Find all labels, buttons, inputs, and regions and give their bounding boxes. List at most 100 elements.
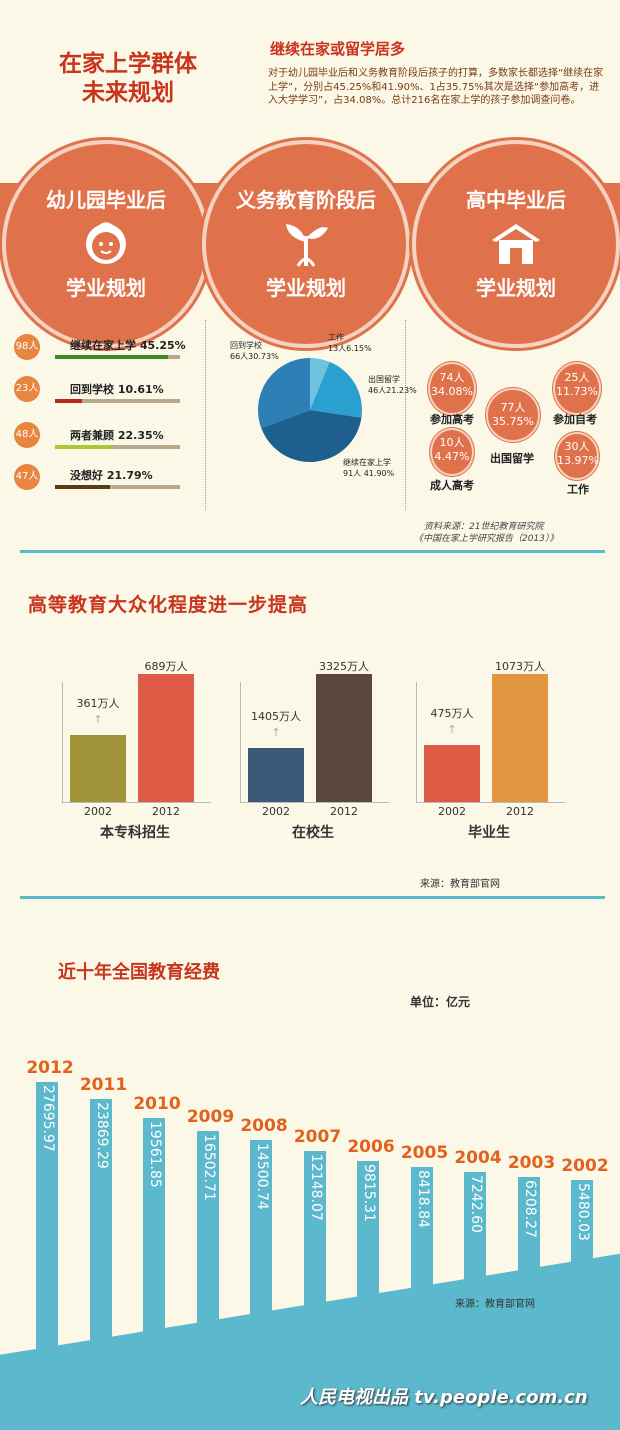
bubble-label: 参加高考 [430,413,474,426]
circle-bottom-label: 学业规划 [476,276,556,300]
expenditure-bar [143,1117,165,1338]
bubble-label: 参加自考 [553,413,597,426]
bubble-pct: 4.47% [434,450,470,463]
pie-label-name: 回到学校 [230,341,262,350]
bubble-pct: 11.73% [556,385,598,398]
pie-slice [310,361,363,418]
value-label: 19561.85 [147,1120,163,1188]
category-label: 在校生 [292,825,334,841]
panel-graduates [416,682,565,803]
pie-slice [261,410,362,462]
pie-label-name: 出国留学 [368,375,400,384]
up-arrow-icon: ↑ [447,723,457,737]
year-label: 2005 [400,1143,449,1164]
expenditure-bar [357,1160,379,1304]
divider [205,320,206,510]
bar-value-label: 689万人 [144,660,188,673]
count-badge: 48人 [14,422,40,448]
bar-label: 没想好 21.79% [70,469,153,482]
value-label: 23869.29 [93,1101,110,1169]
bar-track [55,445,180,449]
expenditure-bar [464,1172,486,1287]
pie-label-name: 工作 [328,333,344,342]
expenditure-bar [89,1098,112,1347]
bar-label: 两者兼顾 22.35% [70,429,164,442]
sprout-icon [286,224,328,267]
circle-top-label: 幼儿园毕业后 [46,188,166,212]
bar-value-label: 475万人 [430,707,474,721]
source-line1: 资料来源：21世纪教育研究院 [424,522,544,532]
year-label: 2004 [454,1148,502,1169]
pie-label-value: 46人21.23% [368,386,417,395]
value-label: 16502.71 [200,1134,217,1202]
value-label: 14500.74 [254,1143,270,1211]
source-exp: 来源：教育部官网 [455,1299,535,1310]
bar-fill [55,399,82,403]
bubble-zikao: 25人 11.73% [553,362,601,415]
bubble-pct: 13.97% [557,454,599,467]
year-label: 2002 [84,805,112,818]
year-label: 2011 [79,1074,128,1095]
expenditure-bar [250,1140,272,1321]
bar-label: 回到学校 10.61% [70,383,164,396]
bar [316,674,372,802]
section-divider [20,896,605,899]
bar-value-label: 1073万人 [495,660,545,673]
expenditure-bar [36,1082,58,1356]
bubble-label: 出国留学 [490,452,534,465]
panel-students [240,682,389,803]
bubble-gaokao: 74人 34.08% [428,362,476,415]
expenditure-bar [303,1150,326,1313]
expenditure-bar [517,1176,540,1278]
expenditure-title: 近十年全国教育经费 [58,962,220,983]
value-label: 9815.31 [361,1163,377,1222]
category-label: 毕业生 [468,825,510,841]
category-label: 本专科招生 [100,825,170,841]
source-line2: 《中国在家上学研究报告（2013）》 [414,534,559,544]
value-label: 12148.07 [307,1153,324,1221]
pie-label-value: 91人 41.90% [343,469,395,478]
bar [70,734,126,802]
footer-credit: 人民电视出品 tv.people.com.cn [300,1387,588,1408]
bubble-work: 30人 13.97% [555,432,599,480]
intro-paragraph: 对于幼儿园毕业后和义务教育阶段后孩子的打算，多数家长都选择“继续在家上学”，分别… [268,68,604,106]
count-badge: 98人 [14,334,40,360]
value-label: 7242.60 [468,1175,484,1234]
unit-label: 单位：亿元 [410,995,471,1009]
year-label: 2012 [26,1058,74,1078]
section-divider [20,550,605,553]
bar [138,674,194,802]
count-badge: 23人 [14,376,40,402]
expenditure-bar [571,1180,593,1269]
year-label: 2012 [152,805,180,818]
year-label: 2009 [186,1107,235,1128]
year-label: 2010 [133,1093,181,1114]
house-icon [492,224,540,264]
value-label: 6208.27 [521,1179,538,1238]
up-arrow-icon: ↑ [93,712,103,726]
bar [492,674,548,802]
expenditure-bar [410,1167,433,1295]
bar-value-label: 1405万人 [251,709,301,723]
bubble-count: 74人 [439,371,465,384]
baby-face-icon [86,222,126,264]
bubble-count: 10人 [439,436,465,449]
circle-bottom-label: 学业规划 [266,276,346,300]
expenditure-bar [196,1131,219,1330]
circle-kindergarten: 幼儿园毕业后 学业规划 [2,140,210,348]
value-label: 5480.03 [575,1183,591,1241]
bubble-label: 工作 [567,483,589,496]
bubble-label: 成人高考 [430,479,474,492]
year-label: 2002 [561,1156,609,1176]
value-label: 27695.97 [40,1085,56,1152]
bar-track [55,485,180,489]
year-label: 2006 [347,1136,395,1157]
bar-track [55,355,180,359]
bubble-adult: 10人 4.47% [430,428,474,476]
year-label: 2003 [507,1152,556,1173]
bar-fill [55,445,111,449]
pie-label-work: 工作 13人6.15% [328,332,372,354]
bubble-count: 30人 [564,440,590,453]
circle-top-label: 高中毕业后 [466,188,566,212]
pie-slice [257,358,310,429]
